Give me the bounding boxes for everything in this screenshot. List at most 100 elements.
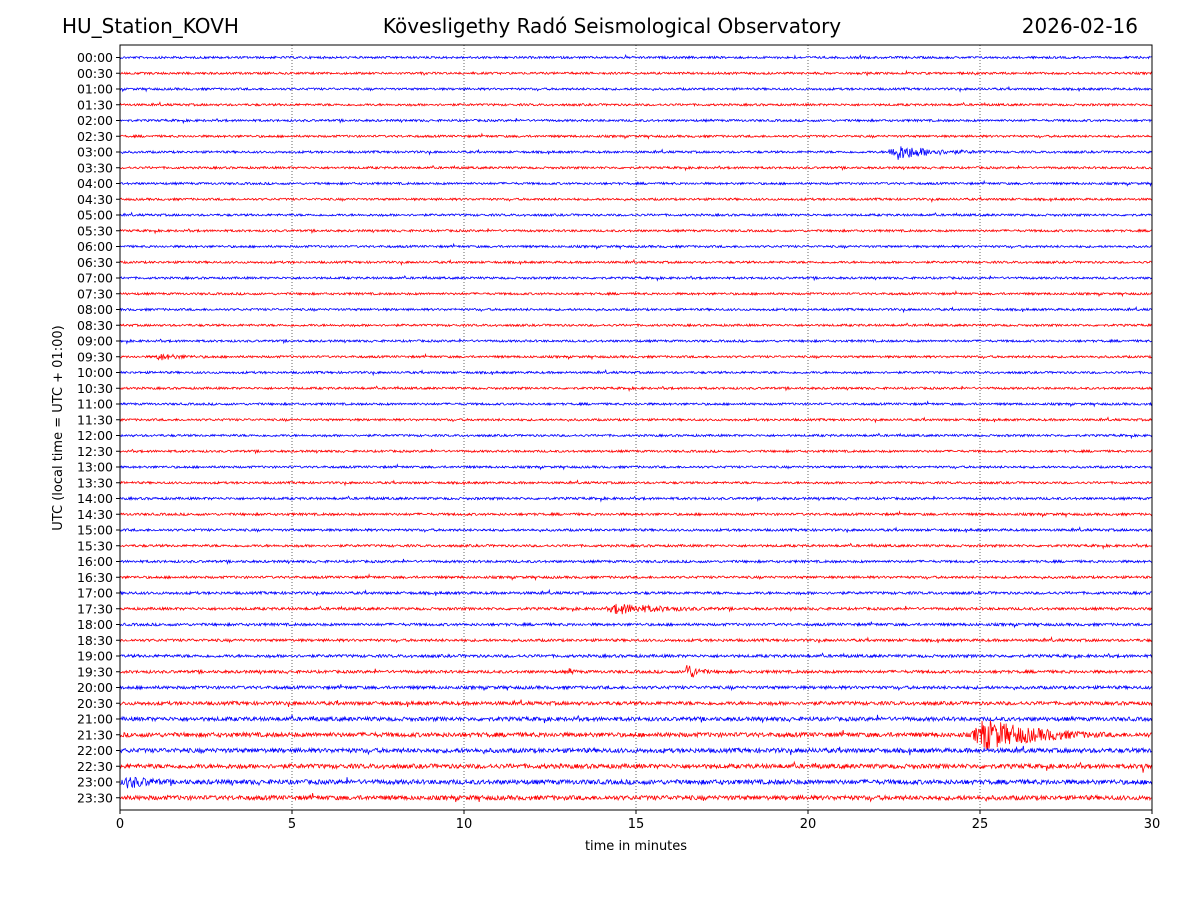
y-tick-label: 03:00 bbox=[77, 145, 113, 160]
trace-0500 bbox=[119, 211, 1153, 218]
station-label: HU_Station_KOVH bbox=[62, 14, 239, 38]
trace-0100 bbox=[119, 85, 1153, 93]
y-tick-label: 16:30 bbox=[77, 570, 113, 585]
y-tick-label: 09:30 bbox=[77, 349, 113, 364]
y-tick-label: 17:00 bbox=[77, 586, 113, 601]
trace-1000 bbox=[119, 368, 1153, 377]
trace-1530 bbox=[119, 542, 1153, 550]
trace-0230 bbox=[119, 132, 1153, 140]
trace-2230 bbox=[119, 760, 1153, 773]
y-tick-label: 17:30 bbox=[77, 601, 113, 616]
gridlines bbox=[291, 45, 981, 810]
trace-0730 bbox=[119, 289, 1152, 298]
y-tick-label: 22:30 bbox=[77, 759, 113, 774]
y-tick-label: 04:30 bbox=[77, 192, 113, 207]
x-axis-ticks: 0 5 10 15 20 25 30 bbox=[116, 810, 1160, 832]
trace-2030 bbox=[119, 699, 1153, 708]
trace-1430 bbox=[119, 510, 1153, 519]
y-tick-label: 11:30 bbox=[77, 412, 113, 427]
trace-1030 bbox=[119, 385, 1153, 392]
trace-1730 bbox=[119, 603, 1153, 615]
y-tick-label: 02:30 bbox=[77, 129, 113, 144]
y-tick-label: 15:00 bbox=[77, 523, 113, 538]
trace-0600 bbox=[119, 242, 1153, 251]
y-tick-label: 05:00 bbox=[77, 208, 113, 223]
trace-1200 bbox=[119, 432, 1153, 440]
y-tick-label: 02:00 bbox=[77, 113, 113, 128]
trace-0830 bbox=[119, 322, 1153, 328]
trace-0930 bbox=[119, 352, 1153, 361]
trace-0030 bbox=[119, 69, 1153, 77]
trace-2300 bbox=[120, 776, 1153, 789]
trace-2100 bbox=[119, 713, 1153, 724]
trace-1600 bbox=[119, 558, 1153, 566]
trace-1500 bbox=[119, 526, 1153, 533]
trace-1900 bbox=[119, 652, 1153, 660]
x-tick-label: 5 bbox=[288, 817, 296, 832]
y-tick-label: 15:30 bbox=[77, 538, 113, 553]
y-tick-label: 09:00 bbox=[77, 334, 113, 349]
trace-0330 bbox=[119, 164, 1153, 172]
trace-0800 bbox=[119, 305, 1153, 314]
y-tick-label: 07:30 bbox=[77, 286, 113, 301]
x-tick-label: 25 bbox=[972, 817, 989, 832]
trace-1830 bbox=[119, 636, 1153, 644]
trace-1400 bbox=[119, 495, 1153, 503]
y-tick-label: 06:00 bbox=[77, 239, 113, 254]
y-tick-label: 06:30 bbox=[77, 255, 113, 270]
trace-1800 bbox=[119, 621, 1153, 629]
y-tick-label: 12:00 bbox=[77, 428, 113, 443]
trace-0130 bbox=[119, 101, 1153, 108]
x-tick-label: 0 bbox=[116, 817, 124, 832]
chart-title: Kövesligethy Radó Seismological Observat… bbox=[382, 14, 842, 38]
y-tick-label: 00:30 bbox=[77, 66, 113, 81]
y-tick-label: 20:00 bbox=[77, 680, 113, 695]
y-tick-label: 21:30 bbox=[77, 727, 113, 742]
y-tick-label: 19:00 bbox=[77, 649, 113, 664]
y-tick-label: 07:00 bbox=[77, 271, 113, 286]
trace-1330 bbox=[119, 479, 1153, 487]
y-tick-label: 11:00 bbox=[77, 397, 113, 412]
y-tick-label: 21:00 bbox=[77, 712, 113, 727]
trace-1700 bbox=[119, 588, 1153, 596]
y-tick-label: 00:00 bbox=[77, 50, 113, 65]
y-tick-label: 14:00 bbox=[77, 491, 113, 506]
y-tick-label: 20:30 bbox=[77, 696, 113, 711]
y-tick-label: 16:00 bbox=[77, 554, 113, 569]
y-tick-label: 13:30 bbox=[77, 475, 113, 490]
y-tick-label: 03:30 bbox=[77, 160, 113, 175]
trace-0700 bbox=[119, 275, 1153, 282]
y-tick-label: 19:30 bbox=[77, 664, 113, 679]
y-axis-ticks: 00:0000:3001:0001:3002:0002:3003:0003:30… bbox=[77, 50, 120, 805]
trace-1230 bbox=[119, 448, 1153, 455]
y-tick-label: 05:30 bbox=[77, 223, 113, 238]
y-tick-label: 23:30 bbox=[77, 790, 113, 805]
y-tick-label: 04:00 bbox=[77, 176, 113, 191]
x-tick-label: 20 bbox=[800, 817, 817, 832]
trace-0200 bbox=[119, 118, 1153, 125]
seismogram-traces bbox=[119, 53, 1153, 803]
y-tick-label: 22:00 bbox=[77, 743, 113, 758]
y-tick-label: 18:30 bbox=[77, 633, 113, 648]
trace-0630 bbox=[119, 258, 1153, 267]
y-tick-label: 10:30 bbox=[77, 381, 113, 396]
trace-1100 bbox=[119, 400, 1153, 408]
x-tick-label: 10 bbox=[456, 817, 473, 832]
trace-0430 bbox=[119, 196, 1153, 204]
y-tick-label: 01:00 bbox=[77, 82, 113, 97]
trace-0900 bbox=[120, 338, 1153, 345]
y-tick-label: 12:30 bbox=[77, 444, 113, 459]
y-tick-label: 08:00 bbox=[77, 302, 113, 317]
y-axis-label: UTC (local time = UTC + 01:00) bbox=[51, 325, 66, 530]
y-tick-label: 18:00 bbox=[77, 617, 113, 632]
trace-1130 bbox=[119, 416, 1153, 424]
trace-2330 bbox=[119, 792, 1153, 803]
trace-0530 bbox=[119, 228, 1153, 235]
trace-0400 bbox=[119, 179, 1153, 188]
trace-2000 bbox=[119, 684, 1153, 692]
trace-1300 bbox=[119, 463, 1153, 471]
trace-2130 bbox=[119, 720, 1153, 750]
trace-0000 bbox=[119, 53, 1153, 60]
trace-2200 bbox=[119, 745, 1153, 756]
